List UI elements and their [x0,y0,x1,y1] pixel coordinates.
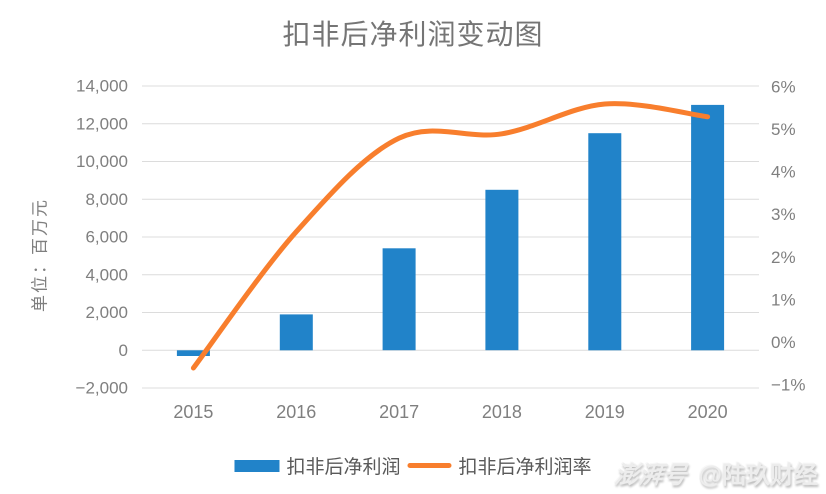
left-axis-tick-label: 14,000 [76,77,128,96]
left-axis-tick-label: −2,000 [76,379,128,398]
left-axis-tick-label: 6,000 [85,228,128,247]
x-axis-label: 2017 [379,402,419,422]
legend-item-net-profit: 扣非后净利润 [234,452,401,479]
pengpai-logo: 澎湃号 [612,462,688,489]
legend-label-net-profit-rate: 扣非后净利润率 [458,457,592,478]
right-axis-tick-label: −1% [771,376,806,395]
left-axis-tick-label: 12,000 [76,114,128,133]
right-axis-tick-label: 1% [771,290,796,309]
watermark: 澎湃号 @陆玖财经 [612,455,818,490]
bar-2020 [691,104,725,351]
x-axis-label: 2018 [482,402,522,422]
x-axis-label: 2016 [276,402,316,422]
left-axis-tick-label: 10,000 [76,152,128,171]
chart-legend: 扣非后净利润 扣非后净利润率 [234,452,592,479]
bar-2015 [176,350,210,356]
left-axis-tick-label: 0 [119,341,128,360]
right-axis-tick-label: 3% [771,205,796,224]
bar-2017 [382,248,416,351]
x-axis-label: 2020 [688,402,728,422]
bar-2016 [279,314,313,351]
watermark-account: @陆玖财经 [698,462,818,489]
net-profit-rate-line [190,101,711,371]
left-axis-tick-label: 2,000 [85,303,128,322]
right-axis-tick-label: 5% [771,120,796,139]
bar-2018 [485,189,519,351]
right-axis-tick-label: 2% [771,248,796,267]
right-axis-tick-label: 6% [771,78,796,97]
bar-2019 [588,133,622,351]
left-axis-tick-label: 8,000 [85,190,128,209]
chart-title: 扣非后净利润变动图 [282,19,544,50]
x-axis-label: 2019 [585,402,625,422]
legend-item-net-profit-rate: 扣非后净利润率 [407,452,592,479]
left-axis-tick-label: 4,000 [85,265,128,284]
right-axis-tick-label: 4% [771,163,796,182]
x-axis-label: 2015 [173,402,213,422]
legend-label-net-profit: 扣非后净利润 [286,457,401,478]
right-axis-tick-label: 0% [771,333,796,352]
line-series-swatch [407,463,452,468]
bar-series-swatch [234,459,280,472]
